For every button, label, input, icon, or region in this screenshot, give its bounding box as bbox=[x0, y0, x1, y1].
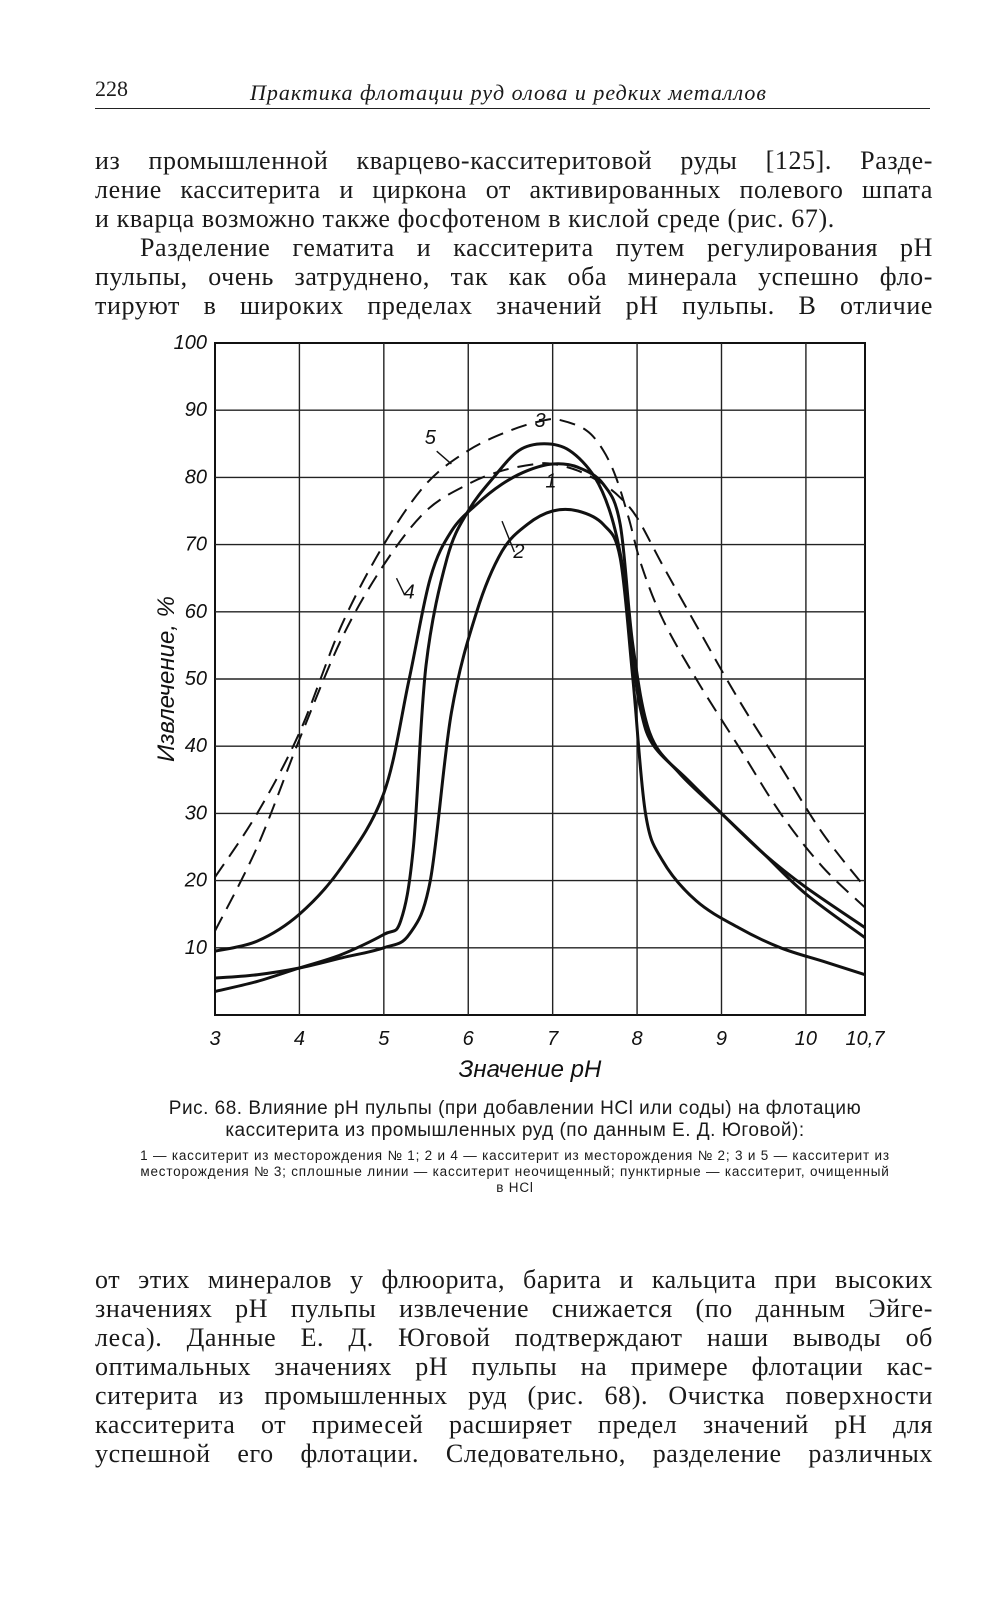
x-tick-label: 10 bbox=[795, 1028, 817, 1050]
text-line: и кварца возможно также фосфотеном в кис… bbox=[95, 204, 835, 233]
x-tick-label: 8 bbox=[632, 1028, 643, 1050]
caption-legend: 1 — касситерит из месторождения № 1; 2 и… bbox=[140, 1148, 890, 1195]
caption-main: Рис. 68. Влияние pH пульпы (при добавлен… bbox=[168, 1098, 862, 1141]
curve-label-4: 4 bbox=[404, 581, 415, 603]
series-line-4 bbox=[214, 462, 866, 932]
paragraph-bottom: от этих минералов у флюорита, барита и к… bbox=[95, 1265, 933, 1468]
series-line-5 bbox=[214, 418, 866, 909]
text-line: Разделение гематита и касситерита путем … bbox=[140, 233, 933, 262]
text-line: из промышленной кварцево-касситеритовой … bbox=[95, 146, 933, 175]
running-title: Практика флотации руд олова и редких мет… bbox=[250, 80, 767, 105]
y-tick-label: 90 bbox=[185, 399, 207, 421]
x-tick-label: 10,7 bbox=[846, 1028, 886, 1050]
x-tick-label: 3 bbox=[209, 1028, 220, 1050]
page-header: 228 Практика флотации руд олова и редких… bbox=[95, 72, 930, 109]
y-tick-label: 50 bbox=[185, 668, 207, 690]
page-number: 228 bbox=[95, 76, 128, 101]
y-tick-label: 100 bbox=[174, 332, 207, 354]
x-axis-title: Значение рН bbox=[459, 1056, 602, 1083]
figure-caption: Рис. 68. Влияние pH пульпы (при добавлен… bbox=[135, 1098, 895, 1196]
series-line-1 bbox=[214, 507, 866, 980]
x-tick-label: 7 bbox=[547, 1028, 559, 1050]
curve-label-2: 2 bbox=[512, 541, 524, 563]
text-line: успешной его флотации. Следовательно, ра… bbox=[95, 1439, 933, 1468]
y-tick-label: 60 bbox=[185, 601, 207, 623]
text-line: пульпы, очень затруднено, так как оба ми… bbox=[95, 262, 933, 291]
x-tick-label: 5 bbox=[378, 1028, 390, 1050]
y-tick-label: 20 bbox=[184, 870, 207, 892]
curve-label-3: 3 bbox=[534, 410, 545, 432]
text-line: оптимальных значениях pH пульпы на приме… bbox=[95, 1352, 933, 1381]
x-tick-label: 4 bbox=[294, 1028, 305, 1050]
y-tick-label: 40 bbox=[185, 735, 207, 757]
series-line-3 bbox=[214, 442, 866, 993]
curve-label-leader-5 bbox=[436, 450, 452, 465]
curve-label-5: 5 bbox=[425, 427, 437, 449]
curve-label-leader-4 bbox=[395, 577, 406, 596]
y-tick-label: 10 bbox=[185, 937, 207, 959]
text-line: леса). Данные Е. Д. Юговой подтверждают … bbox=[95, 1323, 933, 1352]
series-line-2 bbox=[214, 462, 866, 953]
text-line: касситерита от примесей расширяет предел… bbox=[95, 1410, 933, 1439]
text-line: тируют в широких пределах значений pH пу… bbox=[95, 291, 933, 320]
text-line: значениях pH пульпы извлечение снижается… bbox=[95, 1294, 933, 1323]
text-line: ситерита из промышленных руд (рис. 68). … bbox=[95, 1381, 933, 1410]
text-line: ление касситерита и циркона от активиров… bbox=[95, 175, 933, 204]
y-axis-title: Извлечение, % bbox=[153, 596, 180, 762]
y-tick-label: 70 bbox=[185, 534, 207, 556]
paragraph-top: из промышленной кварцево-касситеритовой … bbox=[95, 146, 933, 320]
text-line: от этих минералов у флюорита, барита и к… bbox=[95, 1265, 933, 1294]
figure-68-chart: 3 4 5 6 7 8 9 10 10,7 10 20 30 40 50 60 70 80 90 100 Значен… bbox=[153, 332, 886, 1083]
x-tick-label: 9 bbox=[716, 1028, 727, 1050]
y-tick-label: 30 bbox=[185, 802, 207, 824]
curve-label-1: 1 bbox=[545, 470, 556, 492]
curve-label-leader-2 bbox=[501, 520, 516, 553]
y-tick-label: 80 bbox=[185, 466, 207, 488]
x-tick-label: 6 bbox=[463, 1028, 475, 1050]
